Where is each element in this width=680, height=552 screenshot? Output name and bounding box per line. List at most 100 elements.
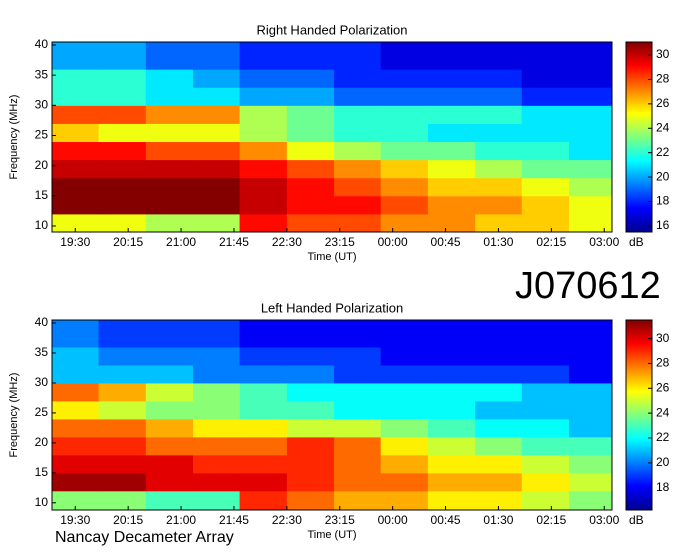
- heat-cell: [52, 177, 100, 197]
- heat-cell: [193, 490, 241, 511]
- heat-cell: [334, 141, 382, 161]
- heat-cell: [475, 159, 523, 179]
- heat-cell: [98, 123, 147, 143]
- heat-cell: [145, 195, 194, 215]
- heat-cell: [380, 213, 429, 233]
- heat-cell: [286, 69, 335, 88]
- heat-cell: [475, 177, 523, 197]
- heat-cell: [427, 87, 476, 106]
- heat-cell: [521, 364, 570, 384]
- x-tick-label: 22:30: [272, 235, 302, 249]
- colorbar-tick-label: 22: [656, 145, 670, 159]
- heat-cell: [380, 87, 429, 106]
- heat-cell: [52, 436, 100, 456]
- heat-cell: [334, 490, 382, 511]
- y-tick-label: 30: [35, 375, 49, 389]
- heat-cell: [475, 490, 523, 511]
- colorbar-tick-label: 24: [656, 120, 670, 134]
- heat-cell: [475, 364, 523, 384]
- heat-cell: [239, 195, 288, 215]
- colorbar: [625, 41, 653, 233]
- heat-cell: [568, 141, 613, 161]
- colorbar-label: dB: [629, 513, 644, 527]
- heat-cell: [380, 320, 429, 348]
- heat-cell: [475, 105, 523, 124]
- heat-cell: [145, 418, 194, 438]
- heat-cell: [334, 87, 382, 106]
- x-tick-label: 21:00: [166, 513, 196, 527]
- heat-cell: [380, 123, 429, 143]
- heat-cell: [475, 436, 523, 456]
- heat-cell: [427, 105, 476, 124]
- heat-cell: [193, 141, 241, 161]
- heat-cell: [193, 87, 241, 106]
- heat-cell: [286, 42, 335, 70]
- heat-cell: [334, 454, 382, 474]
- chart-title: Left Handed Polarization: [261, 300, 403, 315]
- heat-cell: [52, 364, 100, 384]
- heat-cell: [286, 213, 335, 233]
- y-tick-label: 25: [35, 128, 49, 142]
- heat-cell: [193, 213, 241, 233]
- heat-cell: [286, 454, 335, 474]
- heat-cell: [475, 141, 523, 161]
- heat-cell: [239, 159, 288, 179]
- heat-cell: [427, 177, 476, 197]
- heat-cell: [52, 400, 100, 420]
- heat-cell: [568, 159, 613, 179]
- heat-cell: [334, 195, 382, 215]
- x-axis-label: Time (UT): [307, 529, 356, 541]
- heat-cell: [475, 382, 523, 402]
- heat-cell: [145, 472, 194, 492]
- heat-cell: [521, 490, 570, 511]
- heat-cell: [286, 177, 335, 197]
- heat-cell: [98, 490, 147, 511]
- heat-cell: [427, 490, 476, 511]
- y-tick-label: 15: [35, 465, 49, 479]
- heat-cell: [568, 346, 613, 366]
- x-tick-label: 21:00: [166, 235, 196, 249]
- heat-cell: [334, 436, 382, 456]
- heat-cell: [568, 472, 613, 492]
- colorbar-tick-label: 16: [656, 218, 670, 232]
- heat-cell: [98, 42, 147, 70]
- heat-cell: [286, 436, 335, 456]
- heat-cell: [98, 436, 147, 456]
- heat-cell: [52, 87, 100, 106]
- x-tick-label: 21:45: [219, 235, 249, 249]
- heat-cell: [380, 436, 429, 456]
- plot-frame: [51, 319, 613, 511]
- x-tick-label: 01:30: [483, 513, 513, 527]
- heat-cell: [568, 69, 613, 88]
- heat-cell: [427, 42, 476, 70]
- heat-cell: [427, 159, 476, 179]
- colorbar: [625, 319, 653, 511]
- x-tick-label: 23:15: [325, 513, 355, 527]
- heat-cell: [521, 213, 570, 233]
- heat-cell: [334, 42, 382, 70]
- heat-cell: [475, 472, 523, 492]
- heat-cell: [193, 364, 241, 384]
- heat-cell: [239, 472, 288, 492]
- heat-cell: [52, 213, 100, 233]
- heat-cell: [98, 346, 147, 366]
- heat-cell: [521, 87, 570, 106]
- heat-cell: [239, 346, 288, 366]
- heat-cell: [52, 418, 100, 438]
- heat-cell: [380, 400, 429, 420]
- heat-cell: [52, 346, 100, 366]
- heat-cell: [380, 42, 429, 70]
- x-tick-label: 19:30: [60, 235, 90, 249]
- heat-cell: [98, 382, 147, 402]
- colorbar-label: dB: [629, 235, 644, 249]
- colorbar-tick-label: 28: [656, 356, 670, 370]
- heat-cell: [98, 213, 147, 233]
- y-tick-label: 15: [35, 188, 49, 202]
- heat-cell: [521, 320, 570, 348]
- heat-cell: [568, 42, 613, 70]
- heat-cell: [475, 195, 523, 215]
- heat-cell: [286, 105, 335, 124]
- x-tick-label: 02:15: [536, 235, 566, 249]
- heat-cell: [193, 436, 241, 456]
- heat-cell: [52, 454, 100, 474]
